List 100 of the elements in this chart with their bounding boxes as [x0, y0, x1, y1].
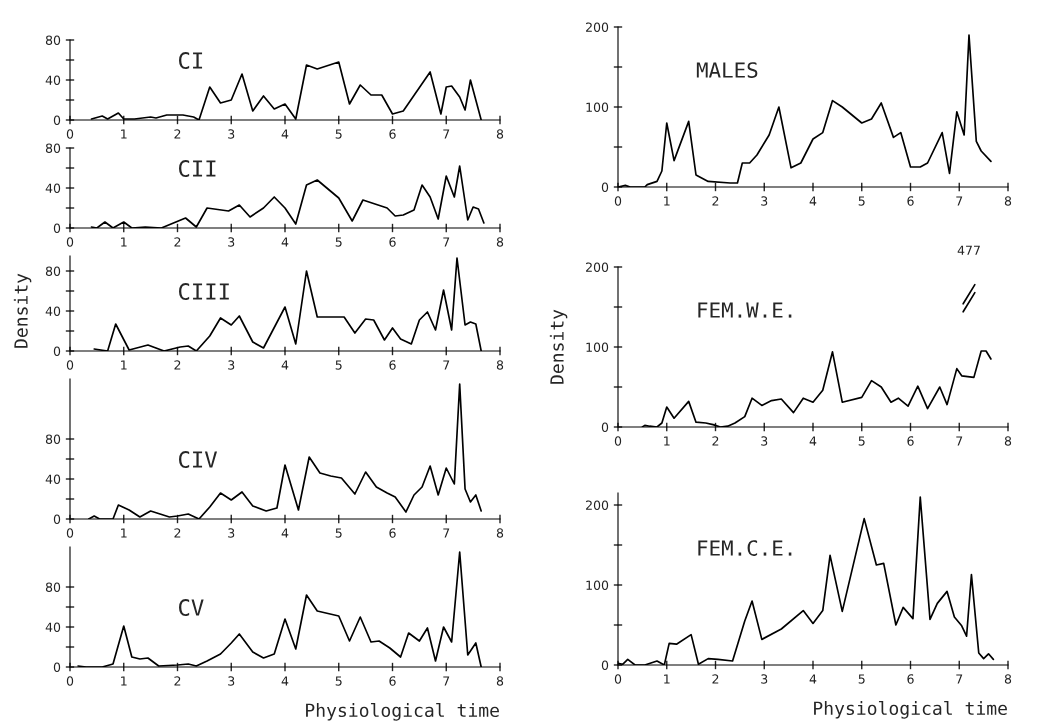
chart-title: CII — [179, 160, 216, 177]
x-tick-label: 8 — [1004, 674, 1012, 684]
y-tick-label: 80 — [45, 582, 61, 592]
y-tick-label: 0 — [601, 182, 609, 192]
x-tick-label: 3 — [761, 196, 768, 206]
y-tick-label: 200 — [586, 22, 609, 32]
x-tick-label: 4 — [809, 674, 817, 684]
x-tick-label: 7 — [443, 237, 450, 247]
x-tick-label: 5 — [335, 237, 342, 247]
x-tick-label: 6 — [907, 674, 914, 684]
x-tick-label: 8 — [496, 528, 504, 538]
y-tick-label: 0 — [53, 115, 61, 125]
x-tick-label: 7 — [443, 676, 450, 686]
x-tick-label: 0 — [614, 674, 622, 684]
x-tick-label: 4 — [809, 436, 817, 446]
x-tick-label: 4 — [281, 528, 289, 538]
x-tick-label: 3 — [228, 360, 235, 370]
x-tick-label: 8 — [496, 237, 504, 247]
y-tick-label: 0 — [53, 223, 61, 233]
x-tick-label: 1 — [121, 676, 127, 686]
x-tick-label: 2 — [712, 674, 719, 684]
x-tick-label: 1 — [121, 129, 127, 139]
y-tick-label: 100 — [586, 342, 609, 352]
x-tick-label: 0 — [66, 237, 74, 247]
x-tick-label: 3 — [228, 237, 235, 247]
x-tick-label: 0 — [614, 436, 622, 446]
text: CIII — [179, 283, 229, 300]
x-tick-label: 4 — [809, 196, 817, 206]
x-tick-label: 1 — [121, 528, 127, 538]
x-tick-label: 5 — [335, 528, 342, 538]
y-tick-label: 0 — [53, 514, 61, 524]
y-tick-label: 100 — [586, 580, 609, 590]
text: CV — [179, 599, 204, 616]
x-tick-label: 7 — [956, 436, 963, 446]
y-tick-label: 40 — [45, 622, 61, 632]
x-tick-label: 3 — [228, 676, 235, 686]
text: CIV — [179, 451, 218, 468]
text: 477 — [957, 245, 980, 255]
y-axis-title: Density — [549, 309, 568, 384]
x-tick-label: 4 — [281, 676, 289, 686]
x-tick-label: 5 — [335, 360, 342, 370]
y-tick-label: 0 — [601, 660, 609, 670]
x-tick-label: 5 — [858, 436, 865, 446]
y-tick-label: 200 — [586, 262, 609, 272]
x-tick-label: 3 — [228, 528, 235, 538]
y-tick-label: 0 — [53, 346, 61, 356]
y-tick-label: 80 — [45, 143, 61, 153]
x-axis-title: Physiological time — [306, 703, 499, 721]
y-tick-label: 80 — [45, 434, 61, 444]
text: MALES — [696, 62, 758, 78]
x-tick-label: 0 — [66, 528, 74, 538]
x-axis-title: Physiological time — [814, 701, 1007, 719]
x-tick-label: 6 — [389, 129, 396, 139]
x-tick-label: 7 — [443, 360, 450, 370]
x-tick-label: 2 — [712, 436, 719, 446]
x-tick-label: 7 — [956, 196, 963, 206]
x-tick-label: 8 — [1004, 436, 1012, 446]
y-tick-label: 200 — [586, 500, 609, 510]
x-tick-label: 6 — [389, 360, 396, 370]
x-tick-label: 2 — [174, 528, 181, 538]
x-tick-label: 1 — [664, 436, 670, 446]
chart-title: CI — [179, 52, 203, 69]
x-tick-label: 0 — [66, 360, 74, 370]
x-tick-label: 5 — [335, 676, 342, 686]
x-tick-label: 7 — [443, 528, 450, 538]
text: FEM.W.E. — [698, 302, 792, 318]
x-tick-label: 4 — [281, 237, 289, 247]
x-tick-label: 8 — [496, 360, 504, 370]
x-tick-label: 2 — [174, 360, 181, 370]
y-tick-label: 40 — [45, 306, 61, 316]
x-tick-label: 4 — [281, 129, 289, 139]
x-tick-label: 4 — [281, 360, 289, 370]
x-tick-label: 7 — [956, 674, 963, 684]
x-tick-label: 1 — [664, 674, 670, 684]
x-tick-label: 6 — [907, 436, 914, 446]
y-tick-label: 40 — [45, 474, 61, 484]
x-tick-label: 7 — [443, 129, 450, 139]
x-tick-label: 3 — [761, 674, 768, 684]
x-tick-label: 6 — [389, 676, 396, 686]
x-tick-label: 6 — [389, 237, 396, 247]
x-tick-label: 6 — [907, 196, 914, 206]
x-tick-label: 5 — [858, 196, 865, 206]
y-tick-label: 0 — [53, 662, 61, 672]
x-tick-label: 0 — [614, 196, 622, 206]
x-tick-label: 1 — [121, 360, 127, 370]
x-tick-label: 5 — [858, 674, 865, 684]
y-tick-label: 40 — [45, 75, 61, 85]
x-tick-label: 2 — [174, 129, 181, 139]
x-tick-label: 2 — [174, 237, 181, 247]
x-tick-label: 1 — [664, 196, 670, 206]
y-tick-label: 0 — [601, 422, 609, 432]
x-tick-label: 8 — [1004, 196, 1012, 206]
x-tick-label: 2 — [174, 676, 181, 686]
x-tick-label: 3 — [761, 436, 768, 446]
x-tick-label: 0 — [66, 129, 74, 139]
x-tick-label: 8 — [496, 676, 504, 686]
x-tick-label: 1 — [121, 237, 127, 247]
x-tick-label: 6 — [389, 528, 396, 538]
x-tick-label: 0 — [66, 676, 74, 686]
y-tick-label: 80 — [45, 35, 61, 45]
